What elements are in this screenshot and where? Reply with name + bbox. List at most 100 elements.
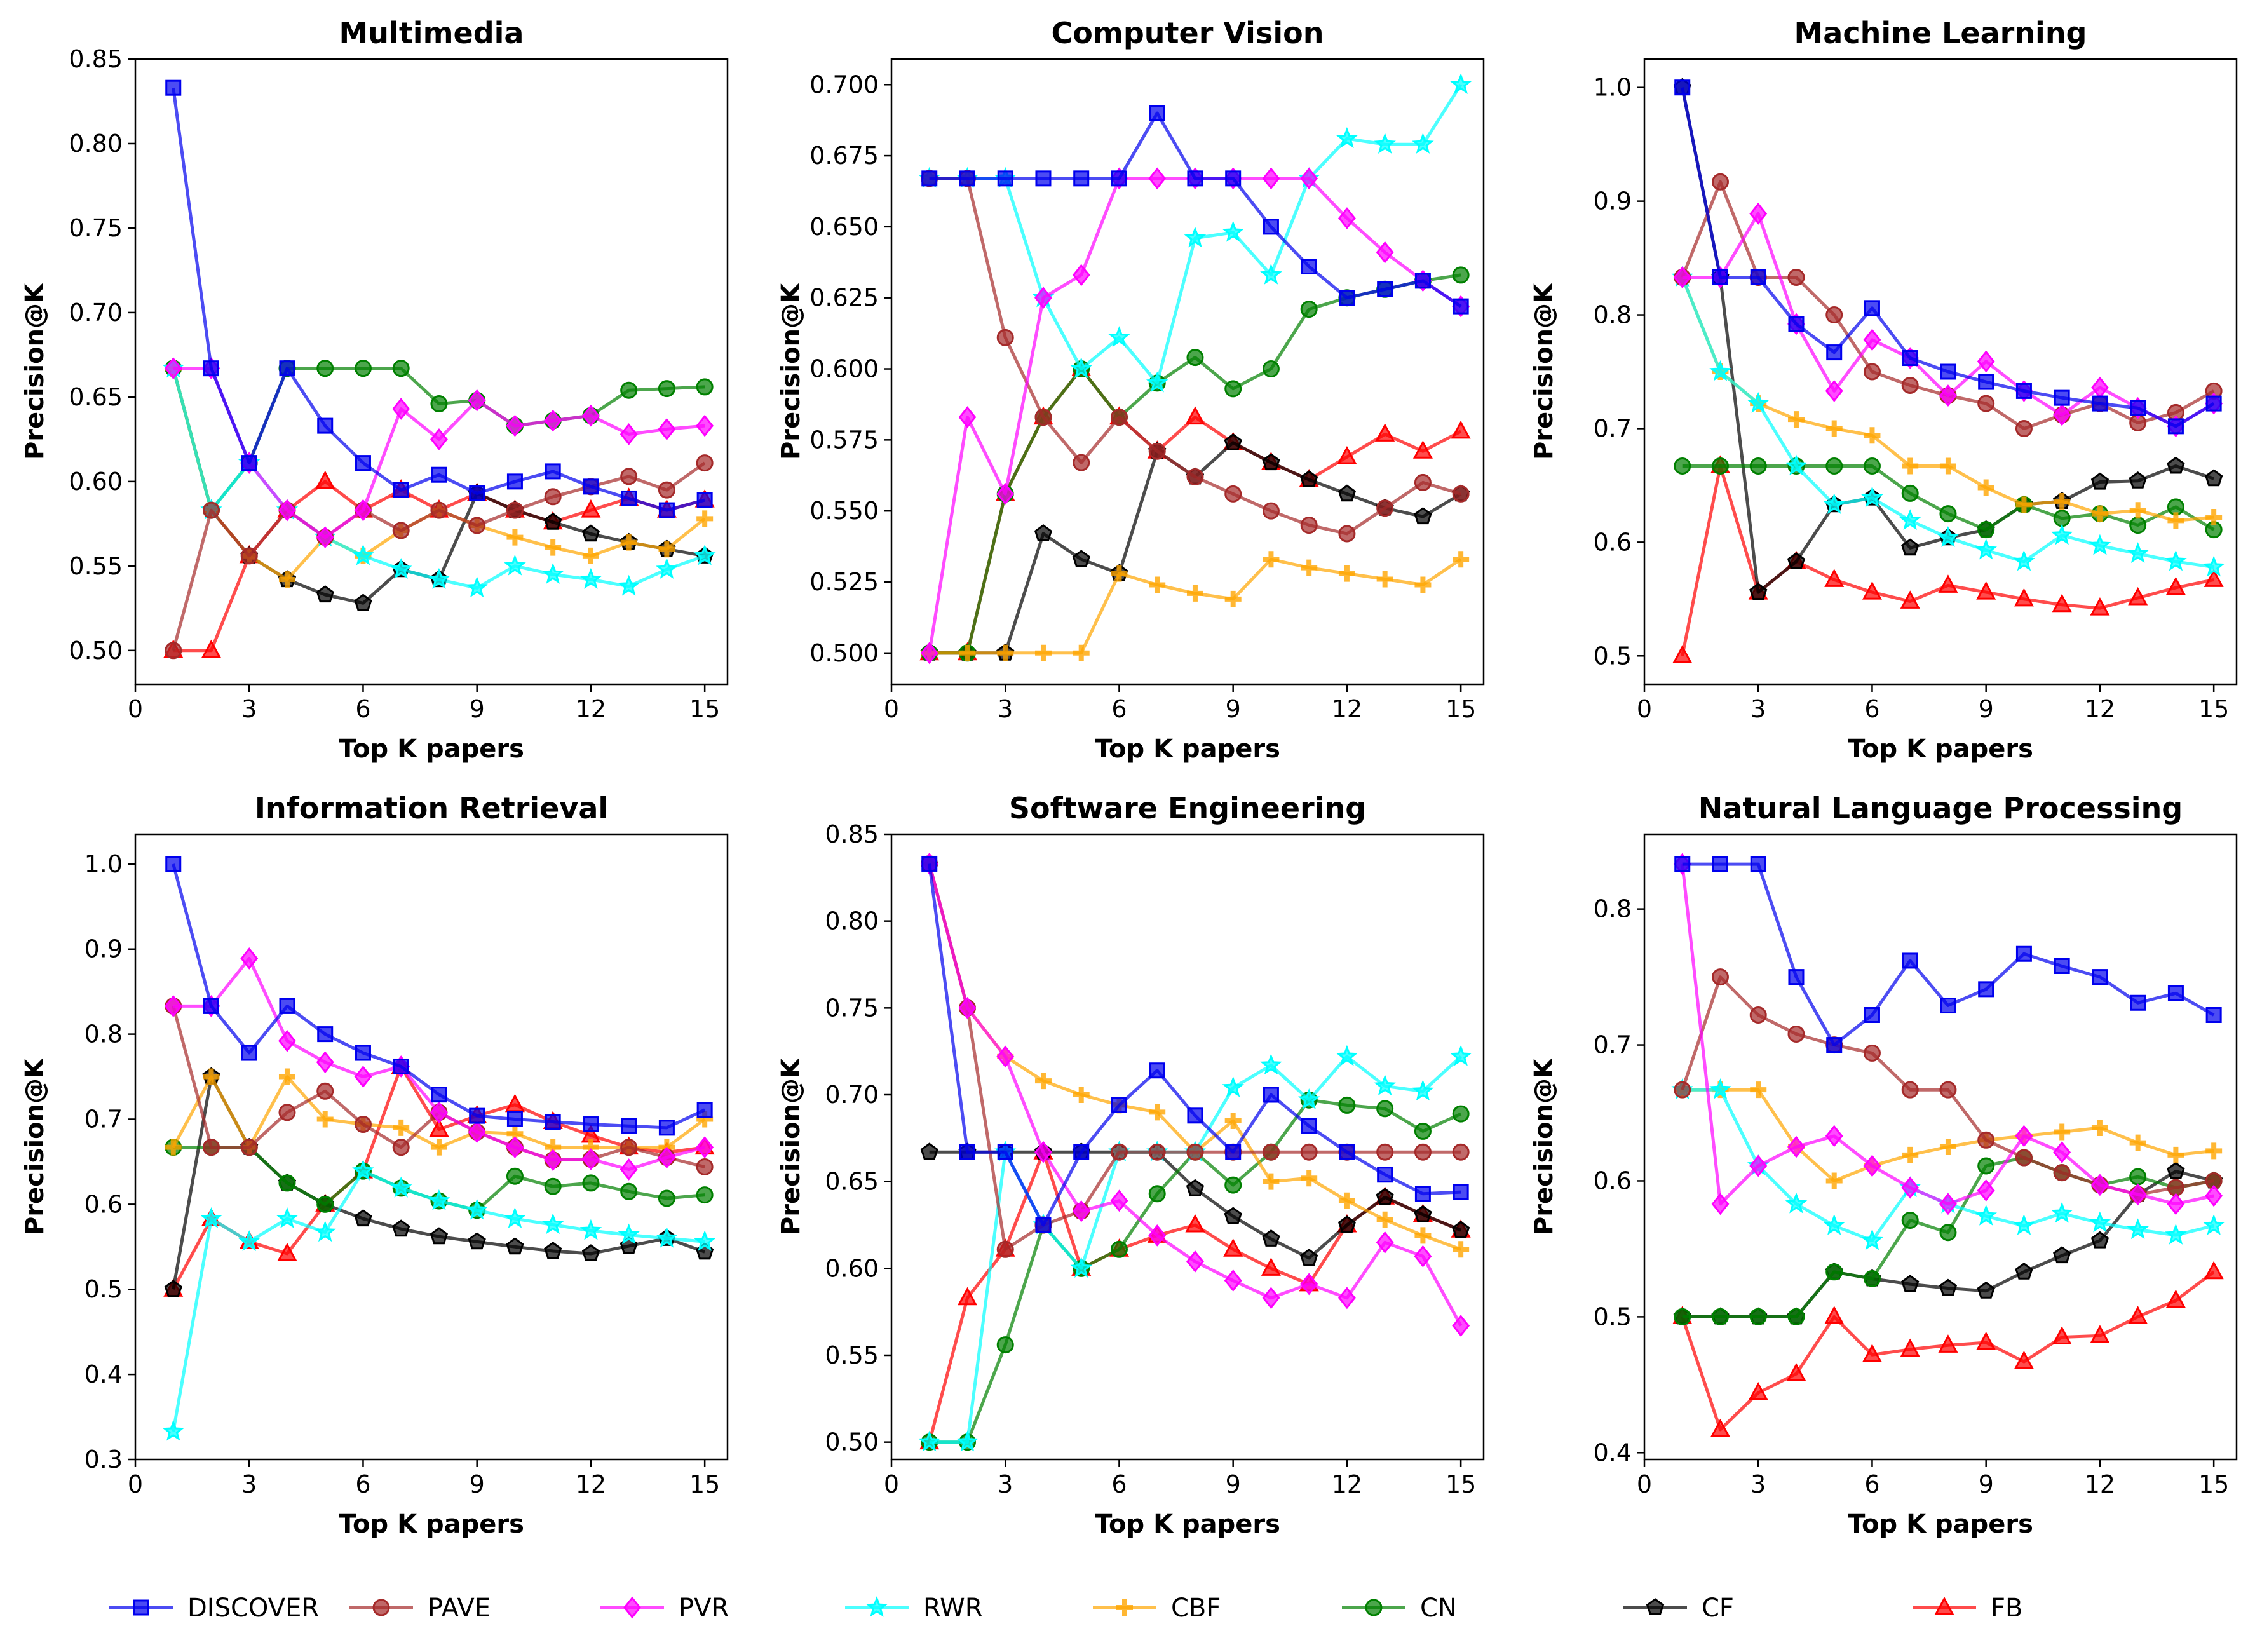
legend-marker-cbf — [1116, 1599, 1133, 1616]
data-point-rwr — [656, 1226, 678, 1248]
data-point-pave — [1376, 1143, 1394, 1161]
x-tick-label: 9 — [1979, 695, 1994, 723]
data-point-rwr — [2127, 542, 2149, 563]
data-point-pvr — [620, 1158, 638, 1181]
data-point-discover — [279, 360, 295, 377]
y-tick-label: 0.8 — [85, 1020, 123, 1048]
data-point-discover — [1712, 269, 1728, 286]
data-point-pvr — [1224, 1269, 1242, 1292]
data-point-cf — [2053, 1246, 2071, 1264]
data-point-discover — [1301, 259, 1317, 275]
data-point-cf — [1300, 1249, 1318, 1266]
data-point-cn — [1300, 301, 1318, 318]
data-point-cn — [1787, 1308, 1805, 1325]
data-point-cf — [354, 593, 372, 611]
data-point-pave — [2015, 419, 2033, 437]
data-point-pvr — [1825, 1125, 1843, 1148]
data-point-pave — [1901, 1081, 1919, 1099]
data-point-cbf — [2091, 1120, 2108, 1137]
data-point-cbf — [1453, 551, 1470, 568]
data-point-cn — [316, 360, 334, 377]
y-tick-label: 0.550 — [809, 497, 879, 525]
data-point-pvr — [430, 1101, 448, 1124]
data-point-pave — [1787, 1025, 1805, 1043]
data-point-cn — [1901, 1212, 1919, 1229]
data-point-cbf — [1301, 559, 1318, 576]
data-point-rwr — [1184, 226, 1207, 248]
data-point-pvr — [1376, 1231, 1394, 1254]
data-point-discover — [1978, 374, 1994, 390]
data-point-pave — [506, 501, 524, 519]
x-tick-label: 6 — [355, 695, 370, 723]
x-tick-label: 0 — [128, 1470, 143, 1498]
data-point-pave — [996, 328, 1014, 346]
data-point-discover — [2167, 985, 2184, 1001]
legend-entry-cf: CF — [1623, 1594, 1734, 1623]
data-point-fb — [1938, 1334, 1958, 1353]
data-point-cbf — [2015, 496, 2033, 513]
data-point-cbf — [1825, 420, 1843, 437]
data-point-pvr — [316, 526, 334, 549]
data-point-fb — [1824, 1306, 1845, 1324]
data-point-fb — [2090, 597, 2110, 616]
data-point-rwr — [579, 567, 602, 589]
data-point-fb — [1375, 423, 1395, 442]
data-point-cbf — [1902, 457, 1919, 475]
data-point-pvr — [920, 642, 938, 665]
data-point-discover — [1035, 1217, 1052, 1233]
data-point-discover — [583, 1116, 599, 1133]
legend-marker-cf — [1646, 1598, 1665, 1615]
data-point-pave — [1376, 499, 1394, 517]
data-point-rwr — [541, 562, 564, 584]
data-point-discover — [921, 170, 938, 187]
data-point-cn — [1863, 1269, 1881, 1287]
data-point-cn — [2129, 1168, 2147, 1186]
data-point-fb — [957, 1287, 978, 1306]
data-point-discover — [506, 473, 523, 490]
data-point-pave — [1262, 1143, 1280, 1161]
data-point-cf — [1787, 552, 1806, 569]
data-point-pvr — [2091, 1174, 2109, 1196]
y-tick-label: 0.4 — [1594, 1439, 1632, 1466]
plot-frame — [890, 833, 1485, 1461]
data-point-cbf — [1186, 585, 1203, 602]
data-point-cf — [2090, 472, 2109, 490]
data-point-discover — [1940, 363, 1956, 380]
data-point-cn — [1414, 1122, 1432, 1140]
panel-title: Machine Learning — [1794, 16, 2087, 50]
legend-label: PVR — [679, 1594, 729, 1623]
y-tick-label: 0.7 — [1594, 1031, 1632, 1059]
x-tick-label: 3 — [1751, 1470, 1766, 1498]
data-point-pave — [1338, 525, 1356, 543]
y-tick-label: 0.600 — [809, 355, 879, 383]
data-point-cn — [506, 1167, 524, 1185]
data-point-pvr — [1262, 167, 1280, 190]
data-point-pave — [620, 468, 638, 485]
data-point-pave — [1939, 1081, 1957, 1099]
series-pvr — [920, 853, 1470, 1337]
data-point-fb — [1223, 1238, 1243, 1257]
data-point-pvr — [1300, 167, 1318, 190]
data-point-cf — [1300, 470, 1318, 487]
data-point-rwr — [1785, 454, 1808, 476]
data-point-cn — [620, 1182, 638, 1200]
data-point-pave — [1749, 1006, 1767, 1024]
data-point-fb — [315, 470, 335, 489]
data-point-cn — [620, 381, 638, 399]
data-point-cf — [1034, 524, 1053, 541]
data-point-discover — [1111, 1097, 1127, 1113]
data-point-cf — [2015, 1262, 2033, 1280]
data-point-cbf — [2205, 509, 2223, 526]
data-point-cn — [582, 1174, 600, 1192]
data-point-pvr — [544, 1149, 562, 1172]
panel-multimedia: Multimedia 0 3 6 9 12 15 0.50 0.55 0.60 0.65 0.70 0.… — [20, 16, 729, 764]
data-point-fb — [1185, 1214, 1205, 1233]
data-point-discover — [1111, 170, 1127, 187]
data-point-cbf — [1224, 590, 1242, 607]
data-point-cbf — [2054, 1123, 2071, 1141]
y-tick-label: 0.525 — [809, 568, 879, 596]
data-point-pvr — [1262, 1287, 1280, 1310]
data-point-rwr — [162, 1419, 185, 1441]
data-point-cn — [1825, 457, 1843, 475]
legend-label: CN — [1420, 1594, 1457, 1623]
